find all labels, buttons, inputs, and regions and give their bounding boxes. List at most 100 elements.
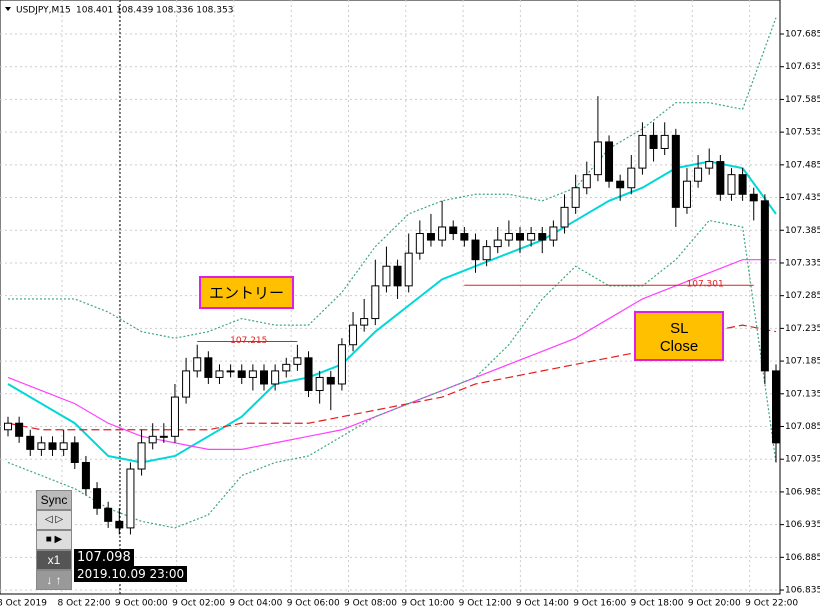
y-tick-label: 107.585 (785, 95, 820, 105)
y-tick-label: 107.435 (785, 193, 820, 203)
candle-body (660, 134, 669, 149)
candle-body (237, 370, 246, 378)
candle-body (193, 357, 202, 372)
speed-button[interactable]: x1 (36, 550, 72, 570)
tester-controls: Sync ◁ ▷ ■ ▶ x1 ↓ ↑ (36, 490, 72, 590)
candle-body (504, 233, 513, 241)
candle-body (59, 442, 68, 450)
x-tick-label: 9 Oct 20:00 (688, 599, 741, 609)
x-tick-label: 9 Oct 14:00 (516, 599, 569, 609)
candle-body (248, 370, 257, 378)
y-tick-label: 106.885 (785, 553, 820, 563)
candle-body (627, 167, 636, 189)
sl-note: SL Close (634, 311, 724, 361)
candle-body (694, 167, 703, 182)
x-tick-label: 9 Oct 08:00 (344, 599, 397, 609)
y-tick-label: 107.485 (785, 160, 820, 170)
quote: 108.401 108.439 108.336 108.353 (76, 6, 233, 16)
candle-body (404, 252, 413, 287)
y-tick-label: 106.935 (785, 520, 820, 530)
y-tick-label: 107.035 (785, 455, 820, 465)
nav-buttons[interactable]: ◁ ▷ (36, 510, 72, 530)
candle-body (382, 265, 391, 287)
candle-body (616, 180, 625, 189)
candle-body (48, 442, 57, 450)
y-tick-label: 107.285 (785, 291, 820, 301)
candle-body (26, 435, 35, 450)
candle-body (705, 161, 714, 169)
menu-arrow[interactable] (5, 7, 11, 11)
candle-body (749, 193, 758, 202)
y-tick-label: 107.385 (785, 226, 820, 236)
candle-body (226, 370, 235, 373)
candle-body (605, 141, 614, 182)
x-tick-label: 9 Oct 10:00 (401, 599, 454, 609)
candle-body (516, 233, 524, 241)
x-tick-label: 9 Oct 06:00 (287, 599, 340, 609)
level-label: 107.215 (230, 336, 267, 346)
candle-body (204, 357, 213, 378)
candle-body (115, 520, 124, 529)
candle-body (360, 318, 369, 326)
y-tick-label: 107.185 (785, 357, 820, 367)
x-tick-label: 9 Oct 04:00 (229, 599, 282, 609)
candle-body (126, 468, 135, 529)
candle-body (393, 265, 402, 287)
candle-body (93, 488, 102, 509)
candle-body (371, 285, 380, 320)
x-tick-label: 8 Oct 22:00 (58, 599, 111, 609)
candle-body (571, 187, 580, 208)
candle-body (304, 357, 313, 392)
candle-body (315, 376, 324, 392)
level-label: 107.301 (687, 280, 724, 290)
sync-button[interactable]: Sync (36, 490, 72, 510)
y-tick-label: 106.985 (785, 487, 820, 497)
indicator-line (8, 17, 777, 339)
candle-body (148, 435, 157, 444)
y-tick-label: 107.685 (785, 30, 820, 40)
candle-body (638, 134, 647, 169)
x-tick-label: 9 Oct 02:00 (172, 599, 225, 609)
candle-body (449, 226, 458, 235)
price-readout: 107.098 (74, 549, 134, 566)
y-tick-label: 106.835 (785, 586, 820, 596)
x-tick-label: 9 Oct 16:00 (573, 599, 626, 609)
step-buttons[interactable]: ↓ ↑ (36, 570, 72, 590)
y-tick-label: 107.335 (785, 258, 820, 268)
candle-body (70, 442, 79, 463)
x-tick-label: 9 Oct 22:00 (745, 599, 798, 609)
indicator-line (7, 219, 777, 529)
candle-body (471, 239, 480, 261)
candle-body (582, 174, 591, 189)
candle-body (493, 239, 502, 248)
x-tick-label: 8 Oct 2019 (0, 599, 47, 609)
candle-body (538, 233, 547, 241)
candle-body (37, 442, 46, 450)
candle-body (716, 161, 725, 195)
candle-body (426, 233, 435, 241)
candle-body (282, 363, 291, 372)
candle-body (182, 370, 191, 398)
candle-body (682, 180, 691, 208)
y-tick-label: 107.235 (785, 324, 820, 334)
play-buttons[interactable]: ■ ▶ (36, 530, 72, 550)
candle-body (527, 233, 536, 241)
candle-body (482, 246, 491, 261)
candle-body (81, 461, 90, 490)
candle-body (772, 370, 780, 444)
candle-body (326, 376, 335, 385)
y-tick-label: 107.535 (785, 128, 820, 138)
candle-body (415, 233, 424, 254)
candle-body (760, 200, 769, 372)
candle-body (159, 435, 168, 438)
candle-body (260, 370, 268, 385)
x-tick-label: 9 Oct 00:00 (115, 599, 168, 609)
candle-body (738, 174, 747, 195)
candle-body (593, 141, 602, 176)
candle-body (170, 396, 179, 437)
x-tick-label: 9 Oct 18:00 (631, 599, 684, 609)
candle-body (15, 422, 24, 437)
